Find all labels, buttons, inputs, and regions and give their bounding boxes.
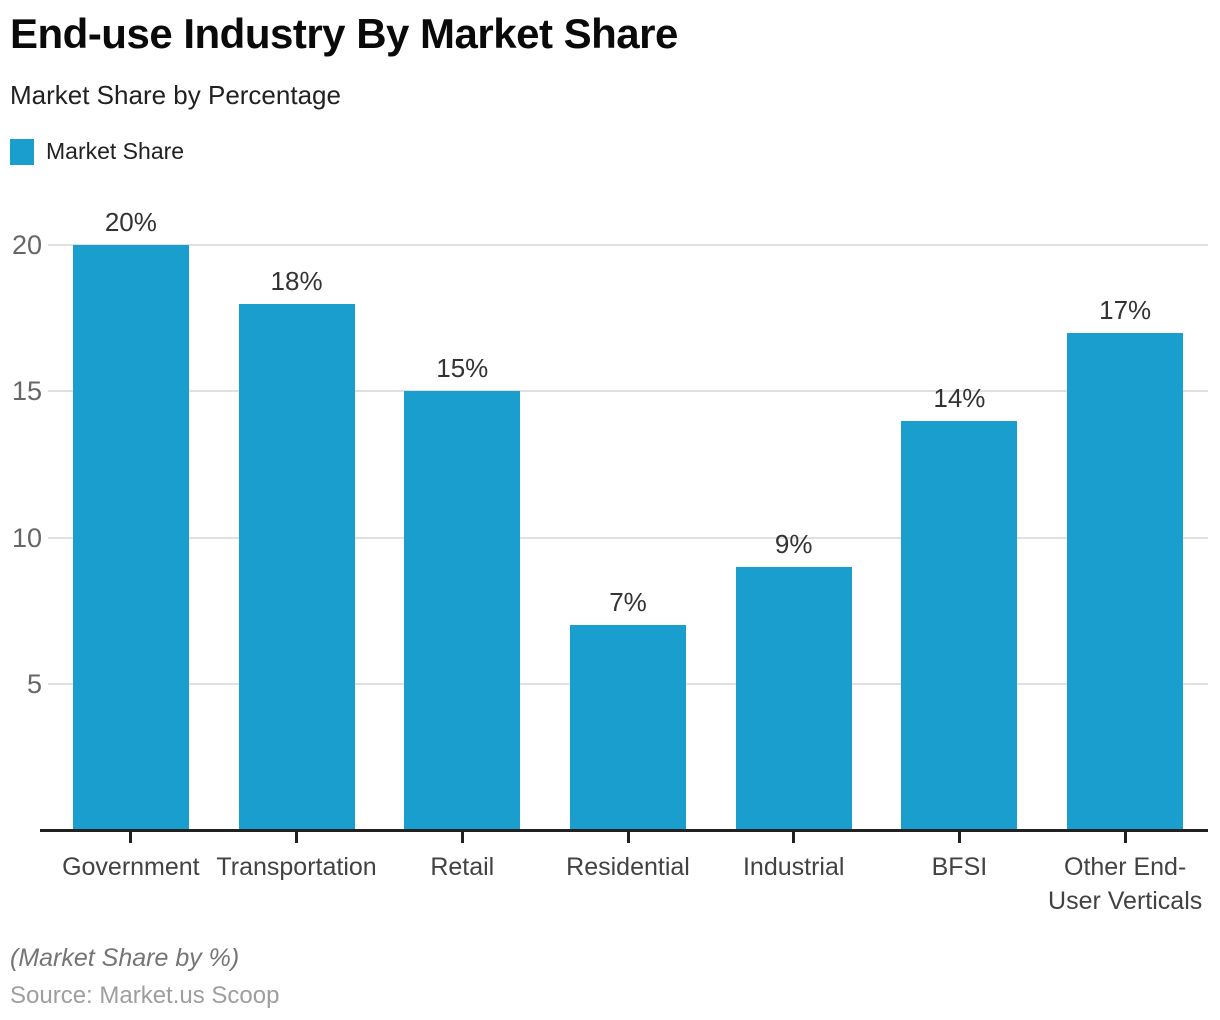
x-axis-tick	[626, 832, 630, 843]
x-axis-tick	[957, 832, 961, 843]
bar-value-label: 14%	[933, 382, 986, 413]
gridline-y-10	[48, 536, 1208, 539]
x-axis-line	[40, 829, 1208, 832]
bar-value-label: 17%	[1099, 294, 1152, 325]
chart-source: Source: Market.us Scoop	[10, 982, 280, 1009]
chart-footnote: (Market Share by %)	[10, 944, 240, 972]
bar-other-end-user-verticals	[1067, 332, 1184, 830]
bar-residential	[570, 625, 686, 830]
bar-value-label: 18%	[270, 265, 323, 296]
chart-subtitle: Market Share by Percentage	[10, 80, 341, 110]
x-axis-tick	[129, 832, 133, 843]
y-axis-tick-label: 5	[26, 668, 42, 699]
y-axis-tick-label: 10	[11, 522, 42, 553]
legend-swatch-icon	[10, 138, 34, 165]
bar-value-label: 7%	[609, 587, 647, 618]
x-axis-tick	[295, 832, 299, 843]
bar-retail	[404, 391, 521, 830]
y-axis-tick-label: 20	[11, 230, 42, 260]
x-axis-category-label: Industrial	[742, 853, 845, 881]
bar-value-label: 20%	[104, 207, 157, 237]
bar-value-label: 15%	[436, 353, 489, 384]
chart-title: End-use Industry By Market Share	[10, 10, 678, 57]
bar-industrial	[735, 566, 852, 830]
bar-transportation	[238, 303, 355, 830]
x-axis-category-label: Retail	[430, 853, 495, 881]
x-axis-tick	[792, 832, 796, 843]
legend: Market Share	[10, 138, 184, 165]
x-axis-tick	[1123, 832, 1127, 843]
legend-label: Market Share	[46, 138, 185, 164]
gridline-y-15	[48, 390, 1208, 393]
x-axis-category-label: Government	[62, 853, 200, 881]
x-axis-category-label: Residential	[566, 853, 690, 881]
bar-bfsi	[901, 420, 1018, 830]
y-axis-tick-label: 15	[11, 376, 42, 407]
bar-value-label: 9%	[774, 528, 813, 559]
gridline-y-20	[48, 244, 1208, 246]
x-axis-category-label: BFSI	[931, 853, 988, 881]
bar-government	[72, 245, 189, 830]
x-axis-tick	[460, 832, 464, 843]
x-axis-category-label: Transportation	[216, 853, 377, 881]
x-axis-category-label: Other End-User Verticals	[1048, 853, 1203, 915]
